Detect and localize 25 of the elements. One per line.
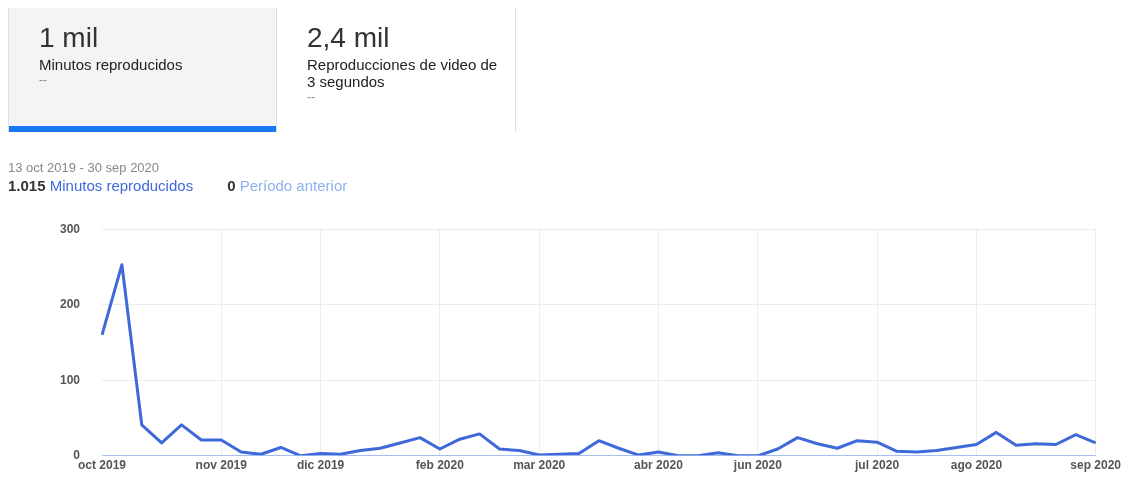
x-tick-label: jun 2020 [732, 458, 783, 473]
x-tick-label: nov 2019 [195, 458, 248, 473]
text: -- [307, 90, 316, 104]
y-tick-label: 100 [59, 372, 81, 387]
text: 0 [227, 177, 236, 194]
x-tick-label: oct 2019 [78, 458, 127, 473]
text: Reproducciones de video de 3 segundos [307, 56, 499, 90]
x-tick-label: feb 2020 [415, 458, 465, 473]
text: 1.015 [8, 177, 46, 194]
x-tick-label: sep 2020 [1070, 458, 1122, 473]
text: Período anterior [239, 177, 348, 194]
y-tick-label: 300 [59, 221, 81, 236]
chart-subtitle: 13 oct 2019 - 30 sep 2020 [8, 160, 161, 175]
text: -- [39, 73, 48, 87]
x-tick-label: dic 2019 [296, 458, 345, 473]
y-tick-label: 0 [73, 448, 81, 463]
text: 2,4 mil [307, 22, 391, 54]
text: Minutos reproducidos [49, 177, 194, 194]
text: 1 mil [39, 22, 100, 54]
x-tick-label: abr 2020 [634, 458, 684, 473]
y-tick-label: 200 [59, 297, 81, 312]
x-tick-label: jul 2020 [854, 458, 900, 473]
x-tick-label: ago 2020 [950, 458, 1003, 473]
text: Minutos reproducidos [39, 56, 184, 73]
x-tick-label: mar 2020 [513, 458, 566, 473]
